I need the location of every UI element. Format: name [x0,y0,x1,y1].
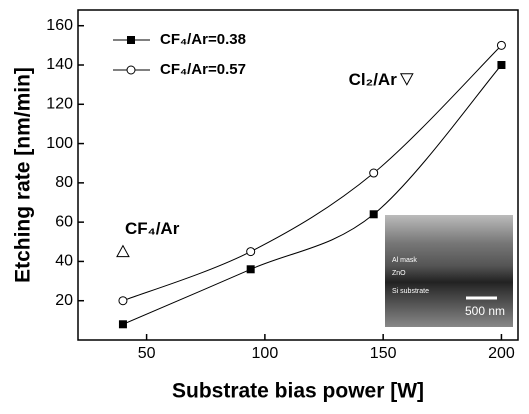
annotation-label: Cl₂/Ar [349,70,398,89]
y-tick-label: 20 [55,292,73,309]
x-axis-title: Substrate bias power [W] [172,380,424,403]
x-tick-label: 100 [252,345,279,362]
x-tick-label: 200 [488,345,515,362]
data-point [496,40,506,50]
data-point [369,168,379,178]
plot-frame [77,9,519,341]
y-tick-label: 120 [46,96,73,113]
annotation-marker [116,244,130,258]
inset-label: ZnO [392,270,406,277]
x-tick-label: 150 [370,345,397,362]
y-tick-label: 160 [46,17,73,34]
y-tick-label: 140 [46,56,73,73]
legend-label: CF₄/Ar=0.57 [160,61,246,78]
inset-image: Al mask ZnO Si substrate 500 nm [385,215,513,327]
data-point [246,265,255,274]
y-tick-label: 60 [55,213,73,230]
inset-photo [385,215,513,327]
y-axis-title: Etching rate [nm/min] [12,67,35,283]
y-tick-label: 40 [55,253,73,270]
series-line [122,64,502,325]
y-tick-label: 80 [55,174,73,191]
inset-label: Si substrate [392,288,429,295]
annotation-label: CF₄/Ar [125,219,180,238]
y-tick-label: 100 [46,135,73,152]
legend-marker [127,36,135,44]
series-line [122,45,502,302]
annotation-marker [399,73,414,86]
data-point [118,320,127,329]
scale-label: 500 nm [465,304,505,318]
inset-label: Al mask [392,257,417,264]
data-point [118,296,128,306]
legend-label: CF₄/Ar=0.38 [160,31,246,48]
legend-marker [126,65,136,75]
x-tick-label: 50 [138,345,156,362]
data-point [497,61,506,69]
data-point [246,247,256,257]
data-point [369,210,378,219]
